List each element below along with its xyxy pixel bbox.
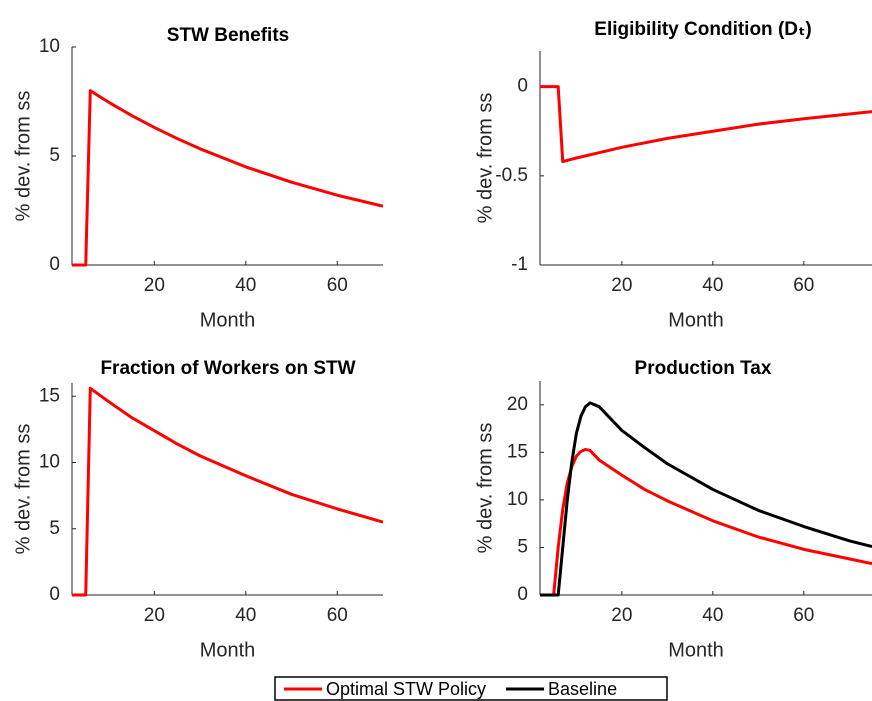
x-tick-label: 60 xyxy=(327,275,348,296)
x-axis-label: Month xyxy=(200,309,256,331)
x-tick-label: 40 xyxy=(702,605,723,626)
chart-title: Eligibility Condition (Dₜ) xyxy=(594,19,811,40)
y-tick-label: 0 xyxy=(49,254,60,275)
y-tick-label: 5 xyxy=(49,145,60,166)
chart-title: Fraction of Workers on STW xyxy=(100,358,355,379)
x-tick-label: 40 xyxy=(235,605,256,626)
series-line xyxy=(72,89,383,267)
x-tick-label: 20 xyxy=(144,275,165,296)
series-line xyxy=(540,447,872,597)
x-tick-label: 60 xyxy=(793,275,814,296)
y-tick-label: 15 xyxy=(507,441,528,462)
chart-title: STW Benefits xyxy=(167,25,289,46)
x-tick-label: 20 xyxy=(611,605,632,626)
y-tick-label: 10 xyxy=(39,36,60,57)
y-axis-label: % dev. from ss xyxy=(12,91,34,222)
x-tick-label: 40 xyxy=(702,275,723,296)
y-axis-label: % dev. from ss xyxy=(12,424,34,555)
x-tick-label: 20 xyxy=(144,605,165,626)
x-tick-label: 60 xyxy=(327,605,348,626)
chart-title: Production Tax xyxy=(635,358,772,379)
legend-box xyxy=(274,676,668,701)
series-line xyxy=(540,401,872,597)
y-tick-label: 20 xyxy=(507,394,528,415)
y-tick-label: 0 xyxy=(49,584,60,605)
y-axis-label: % dev. from ss xyxy=(474,93,496,224)
y-tick-label: 0 xyxy=(517,76,528,97)
series-line xyxy=(540,85,872,164)
x-tick-label: 60 xyxy=(793,605,814,626)
y-tick-label: 0 xyxy=(517,584,528,605)
y-tick-label: 10 xyxy=(507,489,528,510)
series-line xyxy=(72,386,383,597)
legend-label: Baseline xyxy=(548,679,617,699)
y-tick-label: -0.5 xyxy=(495,165,528,186)
y-tick-label: 5 xyxy=(517,536,528,557)
y-tick-label: 5 xyxy=(49,518,60,539)
x-axis-label: Month xyxy=(200,639,256,661)
x-tick-label: 20 xyxy=(611,275,632,296)
y-tick-label: 10 xyxy=(39,452,60,473)
y-axis-label: % dev. from ss xyxy=(474,423,496,554)
x-axis-label: Month xyxy=(668,309,724,331)
y-tick-label: 15 xyxy=(39,385,60,406)
legend-label: Optimal STW Policy xyxy=(326,679,486,699)
x-tick-label: 40 xyxy=(235,275,256,296)
y-tick-label: -1 xyxy=(511,254,528,275)
x-axis-label: Month xyxy=(668,639,724,661)
